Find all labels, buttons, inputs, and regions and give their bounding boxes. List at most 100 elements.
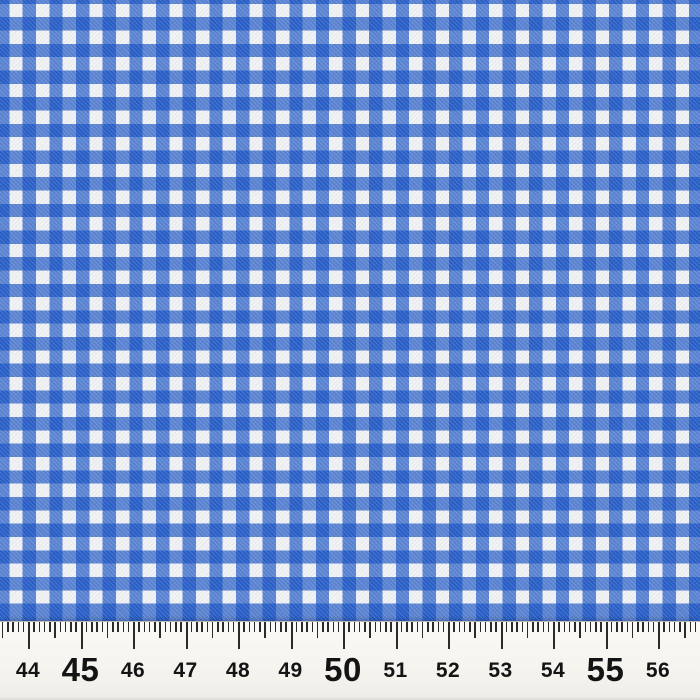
ruler-tick-mm [353, 622, 355, 632]
ruler-tick-mm [280, 622, 282, 632]
ruler-tick-mm [374, 622, 376, 632]
ruler-tick-mm [64, 622, 67, 632]
ruler-tick-mm [610, 622, 613, 632]
ruler-number-47: 47 [173, 659, 198, 682]
ruler-tick-mm [143, 622, 145, 632]
ruler-tick-mm [663, 622, 665, 632]
ruler-tick-cm [395, 622, 398, 649]
ruler-tick-mm [442, 622, 445, 632]
ruler-tick-cm [658, 622, 660, 649]
ruler-tick-mm [222, 622, 224, 632]
ruler-tick-mm [679, 622, 681, 632]
ruler-number-55: 55 [586, 651, 625, 688]
ruler-tick-mm [12, 622, 14, 632]
ruler-tick-mm [259, 622, 261, 632]
ruler-tick-mm [364, 622, 366, 632]
ruler-tick-mm [427, 622, 429, 632]
ruler-number-46: 46 [120, 659, 146, 682]
ruler-tick-mm [295, 622, 298, 632]
ruler-tick-mm [621, 622, 623, 632]
ruler-tick-half [159, 622, 161, 638]
ruler-tick-mm [642, 622, 644, 632]
ruler-number-54: 54 [540, 659, 566, 682]
ruler-tick-cm [500, 622, 503, 649]
ruler-tick-mm [589, 622, 592, 632]
ruler-tick-mm [175, 622, 177, 632]
ruler-tick-mm [117, 622, 119, 632]
ruler-tick-half [579, 622, 581, 638]
ruler-tick-mm [469, 622, 471, 632]
ruler-tick-cm [185, 622, 188, 649]
ruler-tick-mm [7, 622, 9, 632]
ruler-tick-mm [694, 622, 697, 632]
ruler-tick-mm [437, 622, 439, 632]
ruler-tick-mm [154, 622, 156, 632]
ruler-tick-mm [463, 622, 466, 632]
ruler-tick-half [631, 622, 634, 638]
ruler-tick-mm [390, 622, 392, 632]
ruler-tick-mm [253, 622, 256, 632]
ruler-tick-mm [689, 622, 691, 632]
ruler-tick-mm [647, 622, 649, 632]
ruler-tick-mm [180, 622, 182, 632]
ruler-tick-mm [358, 622, 361, 632]
ruler-tick-half [316, 622, 319, 638]
ruler-tick-mm [227, 622, 229, 632]
ruler-tick-mm [652, 622, 655, 632]
ruler-tick-cm [343, 622, 345, 649]
ruler-number-48: 48 [225, 659, 251, 682]
ruler-tick-mm [311, 622, 313, 632]
ruler-tick-mm [190, 622, 193, 632]
ruler-tick-half [1, 622, 4, 638]
ruler-tick-mm [537, 622, 539, 632]
ruler-tick-half [421, 622, 424, 638]
ruler-tick-mm [600, 622, 602, 632]
ruler-tick-mm [574, 622, 576, 632]
ruler-tick-mm [127, 622, 130, 632]
ruler-tick-mm [458, 622, 460, 632]
ruler-tick-mm [432, 622, 434, 632]
ruler-tick-mm [484, 622, 487, 632]
ruler-tick-mm [332, 622, 334, 632]
ruler-tick-cm [553, 622, 555, 649]
ruler-tick-mm [101, 622, 103, 632]
ruler-tick-half [264, 622, 266, 638]
ruler-tick-half [474, 622, 476, 638]
ruler-tick-half [526, 622, 529, 638]
ruler-tick-mm [33, 622, 35, 632]
ruler-tick-mm [516, 622, 518, 632]
ruler-number-51: 51 [383, 659, 408, 682]
ruler-tick-mm [379, 622, 382, 632]
ruler-number-49: 49 [278, 659, 303, 682]
ruler-tick-mm [542, 622, 544, 632]
ruler-tick-mm [248, 622, 250, 632]
ruler-tick-mm [122, 622, 124, 632]
ruler-tick-mm [75, 622, 77, 632]
ruler-tick-mm [558, 622, 560, 632]
ruler-tick-mm [112, 622, 114, 632]
ruler-tick-mm [348, 622, 350, 632]
ruler-tick-mm [49, 622, 51, 632]
ruler-tick-mm [59, 622, 61, 632]
ruler-tick-mm [322, 622, 324, 632]
ruler-number-56: 56 [645, 659, 671, 682]
ruler-tick-half [684, 622, 686, 638]
ruler-tick-mm [547, 622, 550, 632]
ruler-tick-cm [80, 622, 83, 649]
ruler-number-45: 45 [61, 651, 100, 688]
ruler-tick-mm [327, 622, 329, 632]
ruler-tick-mm [616, 622, 618, 632]
ruler-tick-mm [196, 622, 198, 632]
ruler-tick-mm [243, 622, 245, 632]
ruler-tick-mm [626, 622, 628, 632]
ruler-tick-mm [91, 622, 93, 632]
ruler-tick-mm [673, 622, 676, 632]
gingham-fabric [0, 0, 700, 621]
ruler-tick-mm [584, 622, 586, 632]
ruler-tick-mm [400, 622, 403, 632]
ruler-tick-mm [416, 622, 418, 632]
ruler-tick-mm [505, 622, 508, 632]
ruler-tick-mm [568, 622, 571, 632]
ruler-tick-mm [453, 622, 455, 632]
